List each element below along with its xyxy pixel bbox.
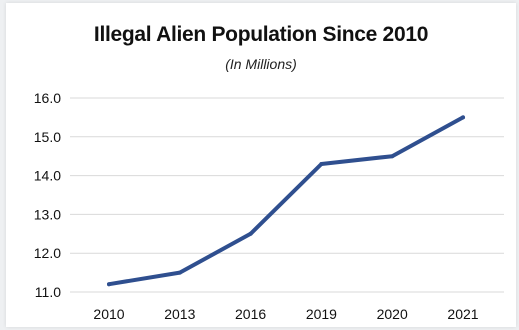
x-tick-label: 2019 — [306, 306, 337, 322]
chart-card: Illegal Alien Population Since 2010 (In … — [6, 3, 516, 327]
x-tick-label: 2020 — [377, 306, 408, 322]
series-line — [107, 115, 465, 287]
line-chart: 11.0 12.0 13.0 14.0 15.0 16.0 2010 2013 2016 2019… — [34, 90, 504, 322]
x-tick-label: 2013 — [164, 306, 195, 322]
y-tick-label: 14.0 — [34, 168, 61, 184]
data-point — [461, 115, 465, 120]
y-tick-label: 12.0 — [34, 245, 61, 261]
data-point — [390, 154, 395, 159]
data-point — [248, 231, 253, 236]
x-tick-label: 2016 — [235, 306, 266, 322]
y-tick-label: 13.0 — [34, 206, 61, 222]
data-point — [319, 161, 324, 166]
chart-title: Illegal Alien Population Since 2010 — [93, 23, 429, 46]
x-tick-label: 2010 — [93, 306, 124, 322]
chart-subtitle: (In Millions) — [225, 56, 297, 72]
y-tick-label: 15.0 — [34, 129, 61, 145]
y-tick-label: 11.0 — [35, 284, 61, 300]
y-tick-label: 16.0 — [34, 90, 61, 106]
x-tick-label: 2021 — [447, 306, 478, 322]
data-point — [107, 282, 111, 287]
data-point — [177, 270, 182, 275]
